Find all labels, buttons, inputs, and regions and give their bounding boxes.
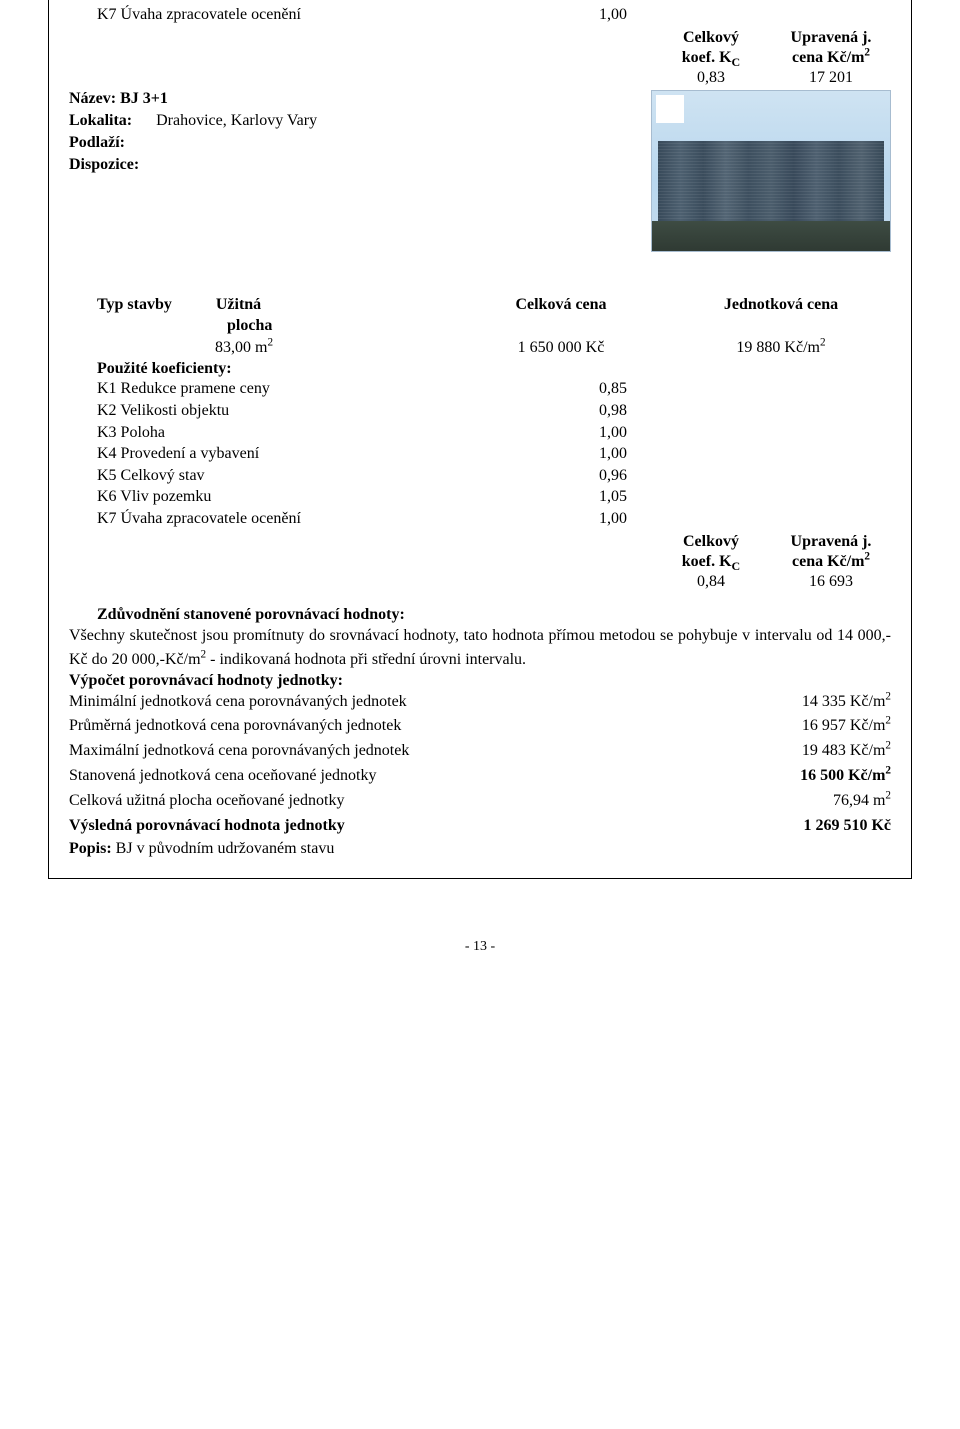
k3-value: 1,00	[523, 422, 703, 444]
k1-value: 0,85	[523, 378, 703, 400]
hdr-uzit: Užitná	[216, 296, 261, 313]
popis-line: Popis: BJ v původním udržovaném stavu	[69, 840, 891, 858]
lokalita-label: Lokalita:	[69, 112, 132, 130]
lokalita-line: Lokalita: Drahovice, Karlovy Vary	[69, 112, 651, 130]
k6-line: K6 Vliv pozemku 1,05	[69, 486, 891, 508]
top-sum-l2: koef. KC	[651, 48, 771, 68]
listing-photo	[651, 90, 891, 252]
typ-data-row: 83,00 m2 1 650 000 Kč 19 880 Kč/m2	[69, 337, 891, 359]
result-avg-value: 16 957 Kč/m2	[802, 714, 891, 739]
k7b-line: K7 Úvaha zpracovatele ocenění 1,00	[69, 508, 891, 530]
result-set: Stanovená jednotková cena oceňované jedn…	[69, 764, 891, 789]
top-sum-r3: 17 201	[771, 68, 891, 88]
k7-line: K7 Úvaha zpracovatele ocenění 1,00	[69, 4, 891, 26]
k5-line: K5 Celkový stav 0,96	[69, 465, 891, 487]
mid-sum-r1: Upravená j.	[771, 532, 891, 552]
hdr-typ: Typ stavby	[97, 296, 172, 313]
result-set-label: Stanovená jednotková cena oceňované jedn…	[69, 764, 800, 789]
k7b-label: K7 Úvaha zpracovatele ocenění	[97, 508, 523, 530]
k1-label: K1 Redukce pramene ceny	[97, 378, 523, 400]
top-sum-l1: Celkový	[651, 28, 771, 48]
calc-title: Výpočet porovnávací hodnoty jednotky:	[69, 672, 891, 690]
k4-line: K4 Provedení a vybavení 1,00	[69, 443, 891, 465]
mid-sum-l2: koef. KC	[651, 552, 771, 572]
result-min: Minimální jednotková cena porovnávaných …	[69, 690, 891, 715]
result-max-label: Maximální jednotková cena porovnávaných …	[69, 739, 802, 764]
mid-sum-l1: Celkový	[651, 532, 771, 552]
unit-value: 19 880 Kč/m2	[671, 337, 891, 359]
result-min-value: 14 335 Kč/m2	[802, 690, 891, 715]
top-sum-r2: cena Kč/m2	[771, 48, 891, 68]
result-max-value: 19 483 Kč/m2	[802, 739, 891, 764]
k6-value: 1,05	[523, 486, 703, 508]
document-frame: K7 Úvaha zpracovatele ocenění 1,00 Celko…	[48, 0, 912, 879]
mid-sum-r3: 16 693	[771, 572, 891, 592]
k7-label: K7 Úvaha zpracovatele ocenění	[97, 4, 523, 26]
mid-sum-r2: cena Kč/m2	[771, 552, 891, 572]
popis-value: BJ v původním udržovaném stavu	[112, 840, 335, 857]
popis-label: Popis:	[69, 840, 112, 857]
page-number: - 13 -	[48, 939, 912, 955]
top-sum-r1: Upravená j.	[771, 28, 891, 48]
result-area: Celková užitná plocha oceňované jednotky…	[69, 789, 891, 814]
mid-sum-l3: 0,84	[651, 572, 771, 592]
k4-label: K4 Provedení a vybavení	[97, 443, 523, 465]
k5-label: K5 Celkový stav	[97, 465, 523, 487]
hdr-plocha: plocha	[69, 315, 451, 337]
k2-label: K2 Velikosti objektu	[97, 400, 523, 422]
k1-line: K1 Redukce pramene ceny 0,85	[69, 378, 891, 400]
k3-line: K3 Poloha 1,00	[69, 422, 891, 444]
hdr-celk: Celková cena	[451, 294, 671, 316]
result-final-label: Výsledná porovnávací hodnota jednotky	[69, 814, 803, 839]
k7-value: 1,00	[523, 4, 703, 26]
dispozice-label: Dispozice:	[69, 156, 651, 174]
result-area-label: Celková užitná plocha oceňované jednotky	[69, 789, 833, 814]
top-sum-l3: 0,83	[651, 68, 771, 88]
k5-value: 0,96	[523, 465, 703, 487]
k2-line: K2 Velikosti objektu 0,98	[69, 400, 891, 422]
result-avg-label: Průměrná jednotková cena porovnávaných j…	[69, 714, 802, 739]
justification-title: Zdůvodnění stanovené porovnávací hodnoty…	[69, 606, 891, 624]
result-final-value: 1 269 510 Kč	[803, 814, 891, 839]
result-avg: Průměrná jednotková cena porovnávaných j…	[69, 714, 891, 739]
result-max: Maximální jednotková cena porovnávaných …	[69, 739, 891, 764]
result-set-value: 16 500 Kč/m2	[800, 764, 891, 789]
result-min-label: Minimální jednotková cena porovnávaných …	[69, 690, 802, 715]
total-value: 1 650 000 Kč	[451, 337, 671, 359]
koef-header: Použité koeficienty:	[69, 360, 891, 378]
mid-summary: Celkový koef. KC 0,84 Upravená j. cena K…	[69, 532, 891, 592]
hdr-jedn: Jednotková cena	[671, 294, 891, 316]
area-value: 83,00 m2	[215, 339, 273, 356]
k6-label: K6 Vliv pozemku	[97, 486, 523, 508]
top-summary: Celkový koef. KC 0,83 Upravená j. cena K…	[69, 28, 891, 88]
lokalita-value: Drahovice, Karlovy Vary	[132, 112, 317, 130]
k4-value: 1,00	[523, 443, 703, 465]
nazev-line: Název: BJ 3+1	[69, 90, 651, 108]
k3-label: K3 Poloha	[97, 422, 523, 444]
result-area-value: 76,94 m2	[833, 789, 891, 814]
podlazi-label: Podlaží:	[69, 134, 651, 152]
result-final: Výsledná porovnávací hodnota jednotky 1 …	[69, 814, 891, 839]
k2-value: 0,98	[523, 400, 703, 422]
typ-header-row1: Typ stavby Užitná Celková cena Jednotkov…	[69, 294, 891, 316]
k7b-value: 1,00	[523, 508, 703, 530]
typ-header-row2: plocha	[69, 315, 891, 337]
justification-text: Všechny skutečnost jsou promítnuty do sr…	[69, 624, 891, 672]
